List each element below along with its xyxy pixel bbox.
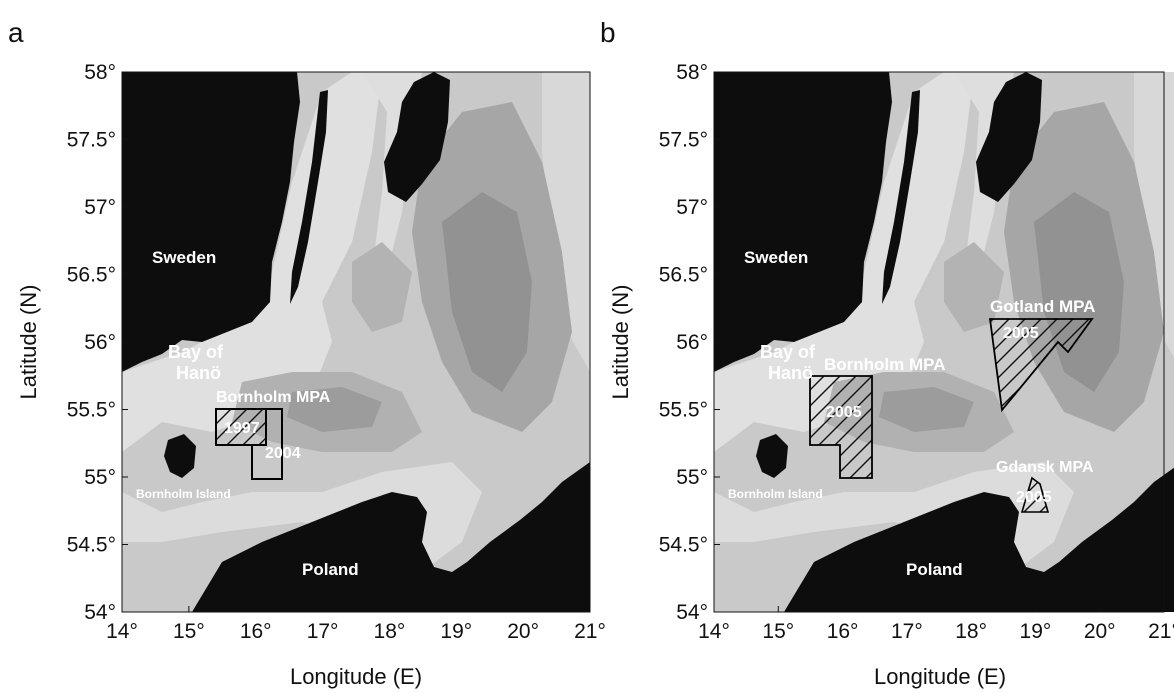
mpa-year-label: 2004 — [265, 445, 301, 462]
y-tick-label: 55.5° — [659, 399, 708, 422]
bornholm-island-label: Bornholm Island — [136, 487, 231, 501]
x-tick-label: 17° — [307, 620, 339, 643]
poland-label: Poland — [906, 560, 963, 579]
y-axis-label: Latitude (N) — [608, 285, 633, 400]
x-tick-label: 16° — [240, 620, 272, 643]
y-tick-label: 55° — [676, 466, 708, 489]
mpa-year-label: 2005 — [826, 404, 862, 421]
y-tick-label: 55° — [84, 466, 116, 489]
x-tick-label: 18° — [374, 620, 406, 643]
y-tick-label: 56° — [676, 331, 708, 354]
panel-a: a Sweden Bay of Hanö Bornholm MPA 1997 2… — [8, 17, 606, 689]
y-tick-label: 54.5° — [659, 534, 708, 557]
bay-label-line1: Bay of — [760, 342, 816, 362]
x-tick-label: 21° — [574, 620, 606, 643]
y-tick-label: 54° — [84, 601, 116, 624]
x-tick-label: 18° — [955, 620, 987, 643]
x-tick-label: 19° — [1020, 620, 1052, 643]
sweden-label: Sweden — [152, 248, 216, 267]
y-tick-label: 58° — [676, 61, 708, 84]
y-tick-label: 54° — [676, 601, 708, 624]
y-tick-label: 55.5° — [67, 399, 116, 422]
x-axis-label: Longitude (E) — [874, 664, 1006, 689]
bay-label-line2: Hanö — [176, 363, 221, 383]
x-axis-label: Longitude (E) — [290, 664, 422, 689]
y-tick-label: 56° — [84, 331, 116, 354]
x-tick-label: 21° — [1148, 620, 1174, 643]
x-tick-label: 17° — [891, 620, 923, 643]
sweden-label: Sweden — [744, 248, 808, 267]
y-tick-label: 57° — [676, 196, 708, 219]
panel-b: b Sweden Bay of Hanö Bornholm MPA 2005 G… — [600, 17, 1174, 689]
mpa-year-label: 2005 — [1003, 325, 1039, 342]
y-tick-label: 56.5° — [659, 264, 708, 287]
poland-label: Poland — [302, 560, 359, 579]
mpa-label: Gdansk MPA — [996, 459, 1094, 476]
mpa-label: Gotland MPA — [990, 297, 1095, 316]
y-tick-label: 56.5° — [67, 264, 116, 287]
x-tick-label: 16° — [827, 620, 859, 643]
bornholm-island-label: Bornholm Island — [728, 487, 823, 501]
x-tick-label: 15° — [762, 620, 794, 643]
mpa-label: Bornholm MPA — [824, 355, 946, 374]
y-tick-label: 58° — [84, 61, 116, 84]
mpa-label: Bornholm MPA — [216, 389, 331, 406]
mpa-year-label: 2005 — [1016, 489, 1052, 506]
x-tick-label: 20° — [507, 620, 539, 643]
bay-label-line1: Bay of — [168, 342, 224, 362]
y-tick-label: 57.5° — [67, 129, 116, 152]
mpa-year-label: 1997 — [224, 420, 260, 437]
panel-letter: b — [600, 17, 616, 48]
x-tick-label: 19° — [440, 620, 472, 643]
y-tick-label: 54.5° — [67, 534, 116, 557]
bay-label-line2: Hanö — [768, 363, 813, 383]
x-tick-label: 15° — [173, 620, 205, 643]
y-axis-label: Latitude (N) — [16, 285, 41, 400]
y-tick-label: 57.5° — [659, 129, 708, 152]
panel-letter: a — [8, 17, 24, 48]
y-tick-label: 57° — [84, 196, 116, 219]
x-tick-label: 20° — [1084, 620, 1116, 643]
